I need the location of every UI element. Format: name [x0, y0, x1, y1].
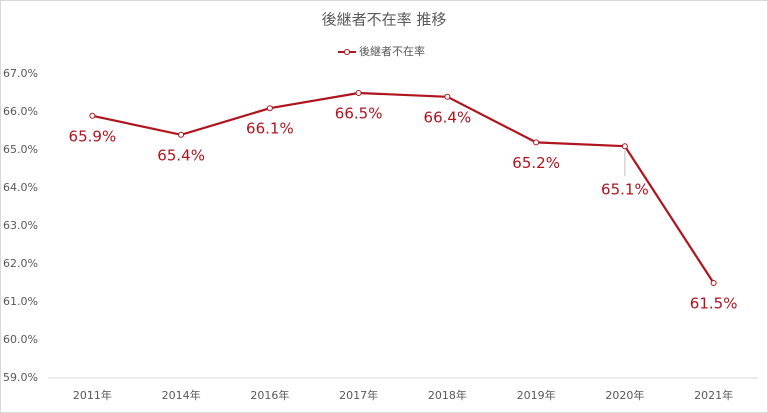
legend-marker — [344, 49, 350, 55]
point — [355, 90, 362, 96]
x-tick-label: 2017年 — [339, 388, 378, 402]
x-tick-label: 2019年 — [517, 388, 556, 402]
y-tick-label: 65.0% — [3, 143, 38, 156]
data-label: 65.1% — [601, 181, 649, 199]
x-tick-label: 2011年 — [73, 388, 112, 402]
data-label: 65.9% — [69, 127, 117, 145]
point — [266, 105, 273, 112]
point — [710, 280, 717, 286]
x-tick-label: 2021年 — [694, 388, 733, 402]
point — [533, 139, 540, 146]
y-tick-label: 67.0% — [3, 67, 38, 80]
data-label: 66.5% — [335, 105, 383, 123]
y-tick-label: 62.0% — [3, 257, 38, 270]
point — [444, 93, 451, 100]
data-label: 65.2% — [512, 154, 560, 172]
data-label: 66.1% — [246, 120, 294, 138]
y-tick-label: 59.0% — [3, 371, 38, 384]
data-label: 61.5% — [690, 295, 738, 313]
y-tick-label: 60.0% — [3, 333, 38, 346]
data-label: 66.4% — [424, 108, 472, 126]
point — [89, 112, 96, 119]
series-line — [92, 91, 715, 284]
point — [178, 131, 185, 138]
x-tick-label: 2018年 — [428, 388, 467, 402]
x-tick-label: 2014年 — [162, 388, 201, 402]
data-label: 65.4% — [157, 146, 205, 164]
x-tick-label: 2016年 — [250, 388, 289, 402]
legend-label: 後継者不在率 — [359, 44, 425, 58]
y-tick-label: 66.0% — [3, 105, 38, 118]
y-tick-label: 63.0% — [3, 219, 38, 232]
point — [621, 143, 628, 150]
chart-title: 後継者不在率 推移 — [322, 11, 447, 29]
y-tick-label: 61.0% — [3, 295, 38, 308]
x-tick-label: 2020年 — [605, 388, 644, 402]
y-tick-label: 64.0% — [3, 181, 38, 194]
